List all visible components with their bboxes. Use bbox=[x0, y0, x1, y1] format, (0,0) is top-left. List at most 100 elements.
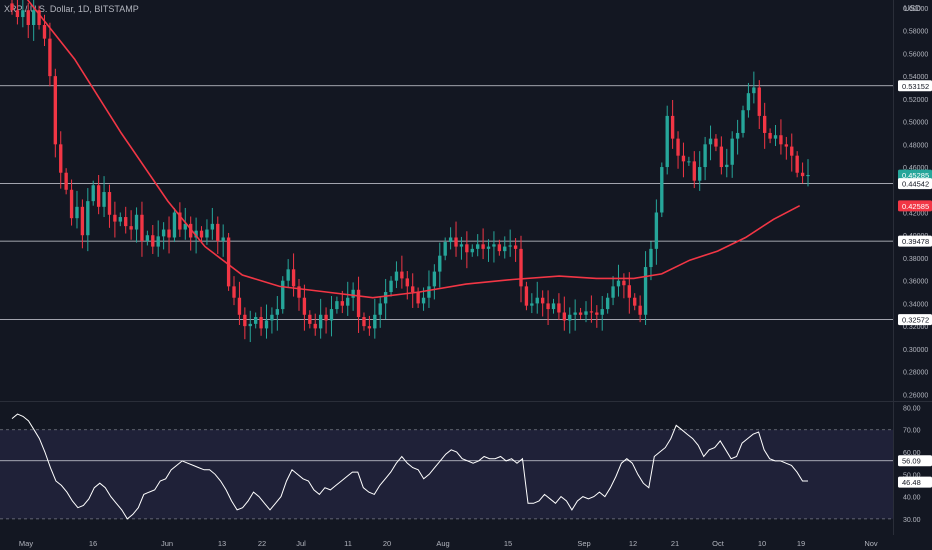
candle-body bbox=[800, 172, 805, 177]
candle-body bbox=[616, 280, 621, 287]
candle-body bbox=[427, 286, 431, 298]
candle-body bbox=[540, 297, 545, 304]
candle-body bbox=[503, 246, 507, 252]
candle-body bbox=[735, 132, 740, 139]
candle-body bbox=[411, 286, 415, 293]
x-tick-label: 16 bbox=[89, 539, 97, 548]
rsi-path bbox=[11, 413, 808, 520]
horizontal-levels[interactable] bbox=[0, 85, 893, 462]
candle-body bbox=[670, 115, 675, 139]
x-tick-label: Jun bbox=[161, 539, 173, 548]
candle-body bbox=[210, 223, 215, 230]
candle-body bbox=[790, 146, 794, 156]
candle-body bbox=[59, 144, 63, 173]
candle-body bbox=[584, 311, 588, 315]
candle-body bbox=[373, 314, 377, 329]
price-label-text: 0.32572 bbox=[902, 316, 929, 325]
price-tick-label: 0.42000 bbox=[903, 211, 928, 218]
candle-body bbox=[26, 10, 30, 25]
candle-body bbox=[367, 326, 372, 329]
candle-body bbox=[703, 144, 707, 168]
candle-body bbox=[248, 323, 252, 327]
candle-body bbox=[784, 144, 789, 147]
rsi-label-box bbox=[898, 476, 932, 488]
x-tick-label: 19 bbox=[797, 539, 805, 548]
candle-body bbox=[589, 311, 594, 313]
candle-body bbox=[481, 244, 485, 249]
x-tick-label: Sep bbox=[577, 539, 590, 548]
candle-body bbox=[189, 223, 193, 238]
candle-body bbox=[546, 303, 550, 310]
candle-body bbox=[595, 312, 599, 315]
price-tick-label: 0.50000 bbox=[903, 120, 928, 127]
candle-body bbox=[21, 10, 25, 18]
x-tick-label: 12 bbox=[629, 539, 637, 548]
candle-body bbox=[573, 312, 577, 315]
candle-body bbox=[795, 155, 799, 173]
price-label-box bbox=[898, 169, 932, 181]
candle-body bbox=[194, 230, 198, 238]
candle-body bbox=[362, 317, 366, 327]
candle-body bbox=[356, 289, 361, 318]
candle-body bbox=[432, 271, 437, 287]
candle-body bbox=[96, 185, 101, 207]
candle-body bbox=[134, 214, 139, 230]
rsi-label-text: 56.09 bbox=[902, 457, 921, 466]
price-tick-label: 0.60000 bbox=[903, 6, 928, 13]
candle-body bbox=[660, 167, 664, 213]
rsi-tick-label: 60.00 bbox=[903, 450, 921, 457]
candle-body bbox=[508, 245, 512, 247]
price-tick-label: 0.54000 bbox=[903, 74, 928, 81]
candle-body bbox=[530, 303, 534, 306]
candle-body bbox=[151, 235, 155, 247]
rsi-tick-label: 80.00 bbox=[903, 405, 921, 412]
candle-body bbox=[340, 301, 344, 306]
candle-body bbox=[773, 135, 778, 139]
candle-body bbox=[318, 314, 323, 329]
candle-body bbox=[465, 244, 469, 253]
candle-body bbox=[237, 297, 242, 315]
price-label-box bbox=[898, 80, 932, 92]
candle-body bbox=[633, 297, 637, 306]
candle-body bbox=[611, 286, 615, 298]
price-tick-label: 0.52000 bbox=[903, 97, 928, 104]
x-tick-label: 21 bbox=[671, 539, 679, 548]
x-tick-label: May bbox=[19, 539, 33, 548]
candle-body bbox=[394, 271, 399, 281]
price-tick-label: 0.56000 bbox=[903, 51, 928, 58]
candle-body bbox=[183, 223, 187, 230]
candle-body bbox=[80, 206, 85, 236]
candle-body bbox=[438, 255, 442, 272]
rsi-band bbox=[0, 429, 893, 519]
candle-body bbox=[53, 76, 57, 145]
x-tick-label: 10 bbox=[758, 539, 766, 548]
rsi-label-box bbox=[898, 455, 932, 467]
candle-body bbox=[578, 312, 583, 315]
candle-body bbox=[232, 286, 236, 298]
candle-body bbox=[324, 314, 328, 321]
price-label-text: 0.44542 bbox=[902, 180, 929, 189]
price-tick-label: 0.34000 bbox=[903, 301, 928, 308]
candle-body bbox=[378, 303, 382, 315]
candle-body bbox=[746, 93, 751, 111]
x-tick-label: 20 bbox=[383, 539, 391, 548]
candle-body bbox=[681, 155, 686, 162]
price-tick-label: 0.58000 bbox=[903, 29, 928, 36]
price-tick-label: 0.30000 bbox=[903, 347, 928, 354]
candle-body bbox=[270, 314, 274, 321]
candle-body bbox=[730, 138, 734, 165]
candle-body bbox=[313, 323, 317, 329]
candle-body bbox=[459, 244, 464, 247]
rsi-pane[interactable] bbox=[0, 429, 893, 520]
candle-body bbox=[75, 206, 79, 219]
candle-body bbox=[654, 212, 659, 249]
candle-body bbox=[102, 192, 106, 207]
candle-body bbox=[497, 244, 502, 252]
candle-body bbox=[513, 245, 518, 249]
candle-body bbox=[470, 248, 474, 253]
candles[interactable] bbox=[10, 0, 810, 343]
rsi-tick-label: 70.00 bbox=[903, 428, 921, 435]
candle-body bbox=[486, 246, 491, 249]
